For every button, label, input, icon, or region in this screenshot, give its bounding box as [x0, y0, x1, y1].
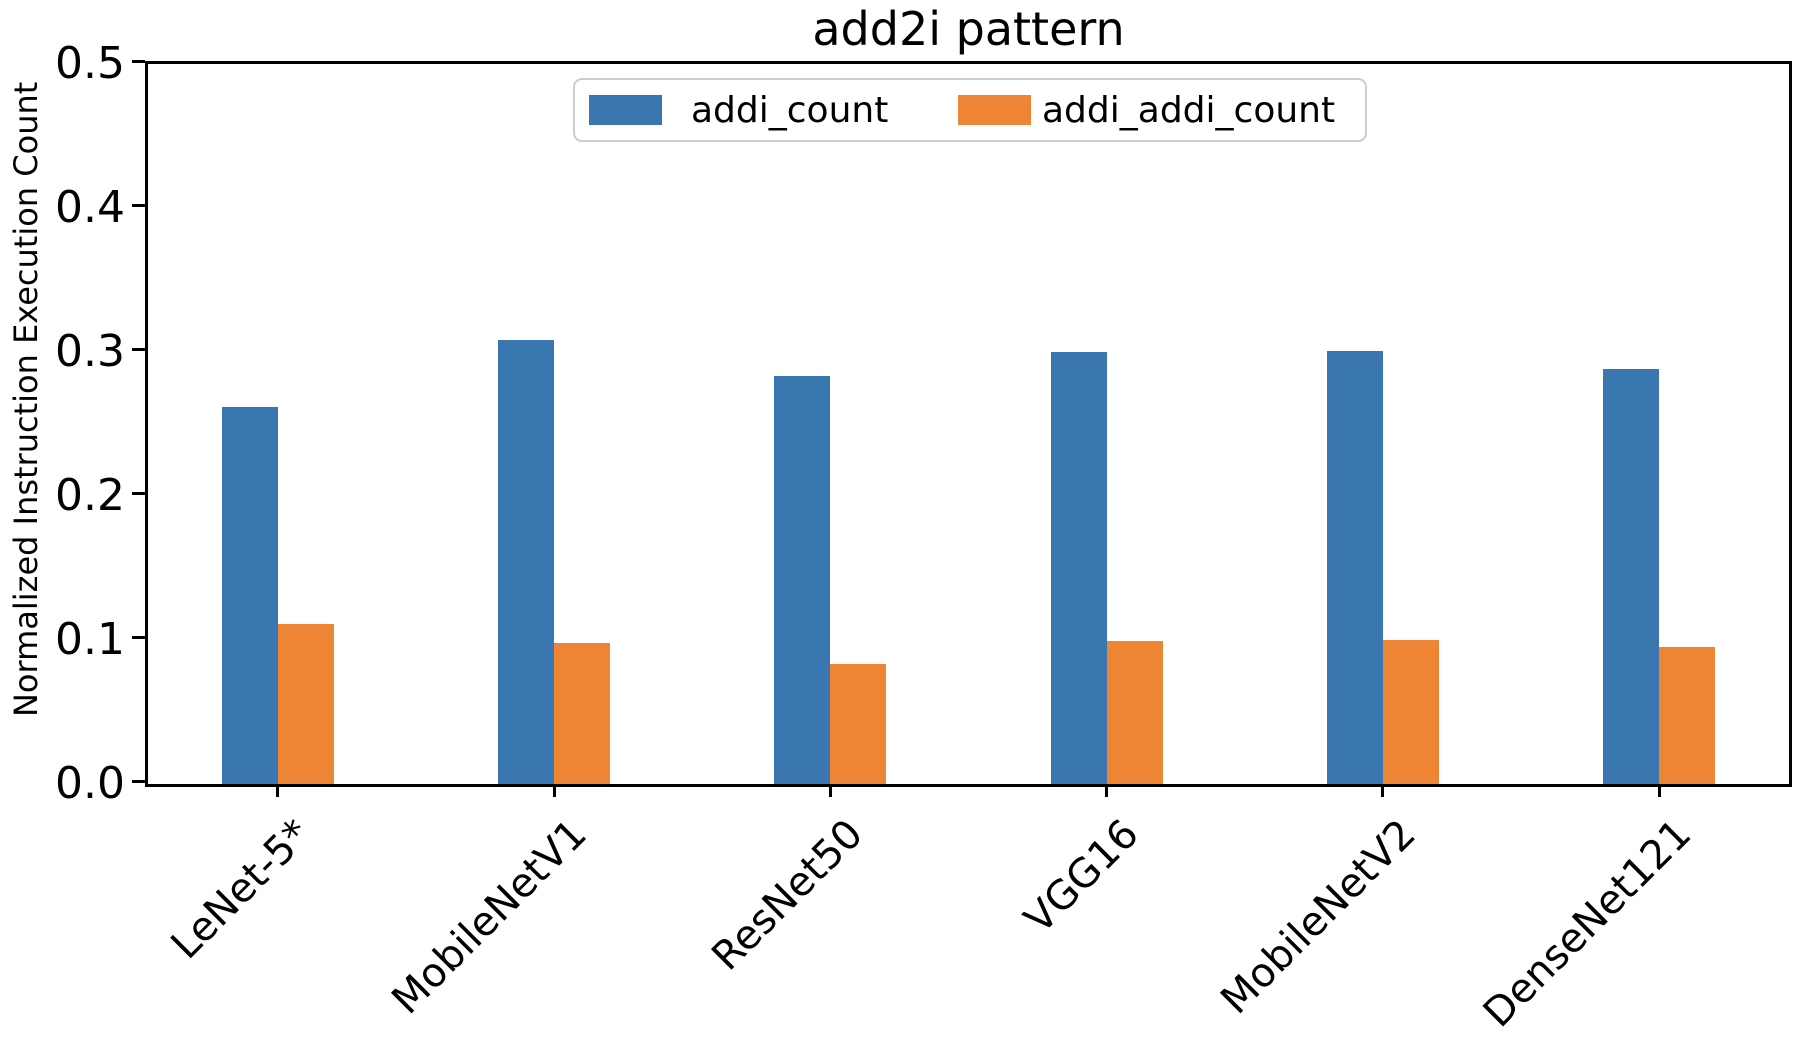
y-tick-mark — [132, 347, 145, 351]
y-tick-mark — [132, 779, 145, 783]
y-tick-mark — [132, 59, 145, 63]
bar-addi_count — [1326, 350, 1383, 784]
bar-addi_count — [774, 376, 831, 784]
x-tick-label: LeNet-5* — [162, 810, 320, 969]
bar-addi_addi_count — [830, 664, 887, 784]
x-tick-label: ResNet50 — [703, 810, 872, 980]
y-axis-label: Normalized Instruction Execution Count — [7, 81, 45, 717]
bar-addi_addi_count — [554, 642, 611, 784]
x-tick-mark — [828, 784, 832, 797]
legend-swatch-addi-addi-count — [958, 95, 1031, 125]
y-tick-label: 0.1 — [55, 614, 125, 665]
x-tick-label: MobileNetV1 — [383, 810, 596, 1024]
y-tick-mark — [132, 491, 145, 495]
bar-addi_addi_count — [277, 624, 334, 784]
y-tick-label: 0.3 — [55, 326, 125, 377]
y-tick-mark — [132, 203, 145, 207]
bar-addi_count — [1050, 352, 1107, 784]
bar-addi_count — [221, 406, 278, 784]
x-tick-label: DenseNet121 — [1475, 810, 1701, 1037]
chart-title: add2i pattern — [812, 2, 1125, 56]
plot-area — [132, 59, 1792, 797]
legend-label-addi-addi-count: addi_addi_count — [1042, 90, 1336, 131]
y-tick-label: 0.5 — [55, 38, 125, 89]
y-tick-mark — [132, 635, 145, 639]
legend-label-addi-count: addi_count — [691, 90, 889, 131]
x-tick-mark — [1105, 784, 1109, 797]
x-tick-mark — [1381, 784, 1385, 797]
legend-swatch-addi-count — [589, 95, 662, 125]
bar-addi_addi_count — [1659, 647, 1716, 784]
bar-addi_addi_count — [1382, 640, 1439, 784]
bar-addi_addi_count — [1106, 641, 1163, 784]
y-tick-label: 0.0 — [55, 758, 125, 809]
x-tick-mark — [1657, 784, 1661, 797]
y-tick-label: 0.2 — [55, 470, 125, 521]
legend: addi_count addi_addi_count — [573, 78, 1367, 142]
x-tick-mark — [552, 784, 556, 797]
bar-addi_count — [498, 340, 555, 784]
y-tick-label: 0.4 — [55, 182, 125, 233]
x-tick-label: MobileNetV2 — [1212, 810, 1425, 1024]
x-tick-mark — [276, 784, 280, 797]
bar-addi_count — [1603, 369, 1660, 784]
x-tick-label: VGG16 — [1016, 810, 1149, 943]
